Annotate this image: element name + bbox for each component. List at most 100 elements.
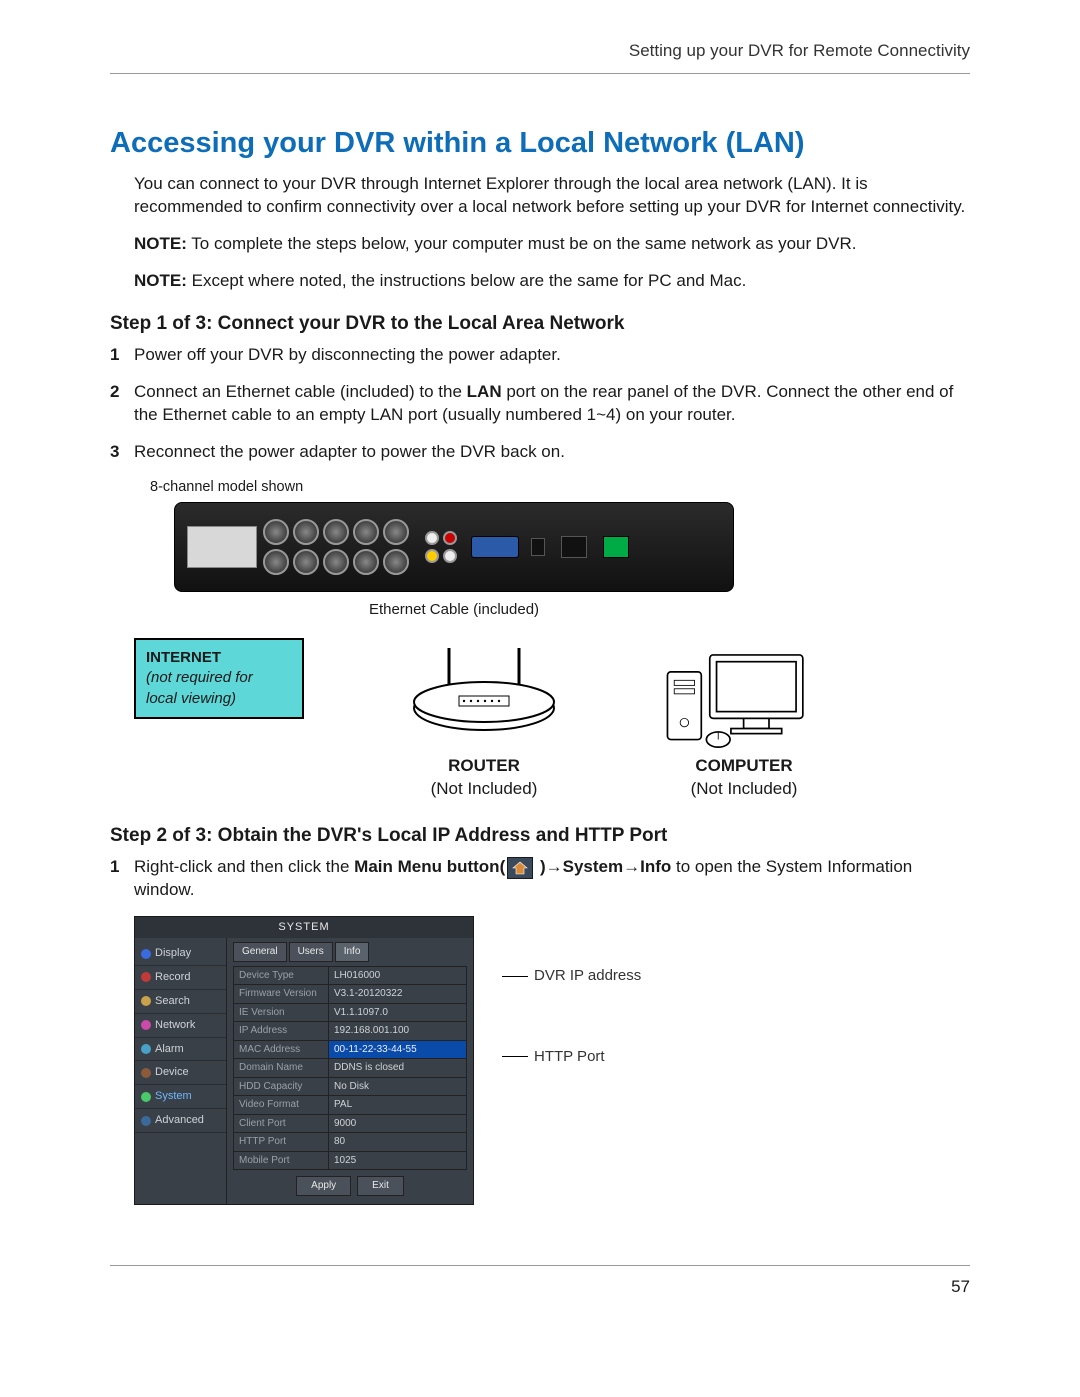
sidebar-item-record[interactable]: Record xyxy=(135,966,226,990)
intro-paragraph: You can connect to your DVR through Inte… xyxy=(134,173,970,219)
row-value: No Disk xyxy=(329,1077,467,1096)
sidebar-dot-icon xyxy=(141,1020,151,1030)
internet-title: INTERNET xyxy=(146,648,292,668)
table-row: Firmware VersionV3.1-20120322 xyxy=(234,985,467,1004)
computer-icon xyxy=(659,638,828,748)
row-key: IE Version xyxy=(234,1003,329,1022)
sidebar-dot-icon xyxy=(141,949,151,959)
sidebar-item-system[interactable]: System xyxy=(135,1085,226,1109)
row-value: DDNS is closed xyxy=(329,1059,467,1078)
row-value: V3.1-20120322 xyxy=(329,985,467,1004)
sidebar-dot-icon xyxy=(141,1044,151,1054)
table-row: Client Port9000 xyxy=(234,1114,467,1133)
note-2: NOTE: Except where noted, the instructio… xyxy=(134,270,970,293)
system-tabs: GeneralUsersInfo xyxy=(233,942,467,962)
sidebar-dot-icon xyxy=(141,1092,151,1102)
sidebar-item-label: Device xyxy=(155,1065,189,1080)
sidebar-item-label: Network xyxy=(155,1018,195,1033)
sidebar-item-label: Display xyxy=(155,946,191,961)
system-main-panel: GeneralUsersInfo Device TypeLH016000Firm… xyxy=(227,938,473,1204)
sidebar-item-label: Record xyxy=(155,970,190,985)
row-key: Client Port xyxy=(234,1114,329,1133)
router-icon xyxy=(404,638,564,748)
sidebar-item-label: Advanced xyxy=(155,1113,204,1128)
dvr-rear-panel xyxy=(174,502,734,592)
home-icon xyxy=(507,857,533,879)
system-window-title: SYSTEM xyxy=(135,917,473,938)
sidebar-item-search[interactable]: Search xyxy=(135,990,226,1014)
row-key: Device Type xyxy=(234,966,329,985)
power-port-icon xyxy=(603,536,629,558)
internet-sub1: (not required for xyxy=(146,668,292,688)
list-num: 3 xyxy=(110,441,134,464)
list-text: Connect an Ethernet cable (included) to … xyxy=(134,381,970,427)
table-row: Mobile Port1025 xyxy=(234,1151,467,1170)
row-value: V1.1.1097.0 xyxy=(329,1003,467,1022)
tab-info[interactable]: Info xyxy=(335,942,370,962)
row-key: HTTP Port xyxy=(234,1133,329,1152)
exit-button[interactable]: Exit xyxy=(357,1176,404,1196)
page-header: Setting up your DVR for Remote Connectiv… xyxy=(110,40,970,74)
computer-column: COMPUTER (Not Included) xyxy=(644,638,844,801)
system-window: SYSTEM Display Record Search Network Alarm De… xyxy=(134,916,474,1204)
row-value: 80 xyxy=(329,1133,467,1152)
usb-port-icon xyxy=(531,538,545,556)
system-info-table: Device TypeLH016000Firmware VersionV3.1-… xyxy=(233,966,467,1171)
row-key: Mobile Port xyxy=(234,1151,329,1170)
row-key: Firmware Version xyxy=(234,985,329,1004)
step1-title: Step 1 of 3: Connect your DVR to the Loc… xyxy=(110,311,970,337)
row-key: Domain Name xyxy=(234,1059,329,1078)
table-row: Domain NameDDNS is closed xyxy=(234,1059,467,1078)
step1-list: 1 Power off your DVR by disconnecting th… xyxy=(110,344,970,464)
row-key: MAC Address xyxy=(234,1040,329,1059)
sidebar-dot-icon xyxy=(141,1116,151,1126)
sidebar-item-label: System xyxy=(155,1089,192,1104)
system-info-screenshot: SYSTEM Display Record Search Network Alarm De… xyxy=(134,916,970,1204)
tab-users[interactable]: Users xyxy=(289,942,333,962)
callout-http: HTTP Port xyxy=(502,1047,641,1067)
list-num: 2 xyxy=(110,381,134,427)
sidebar-item-advanced[interactable]: Advanced xyxy=(135,1109,226,1133)
list-num: 1 xyxy=(110,856,134,902)
table-row: HTTP Port80 xyxy=(234,1133,467,1152)
router-label: ROUTER xyxy=(384,755,584,778)
sidebar-item-label: Search xyxy=(155,994,190,1009)
breadcrumb: Setting up your DVR for Remote Connectiv… xyxy=(629,41,970,60)
vga-port-icon xyxy=(471,536,519,558)
tab-general[interactable]: General xyxy=(233,942,287,962)
lan-port-icon xyxy=(561,536,587,558)
row-key: IP Address xyxy=(234,1022,329,1041)
list-item: 1 Power off your DVR by disconnecting th… xyxy=(110,344,970,367)
note-1: NOTE: To complete the steps below, your … xyxy=(134,233,970,256)
list-text: Right-click and then click the Main Menu… xyxy=(134,856,970,902)
step2-list: 1 Right-click and then click the Main Me… xyxy=(110,856,970,902)
row-key: Video Format xyxy=(234,1096,329,1115)
list-text: Reconnect the power adapter to power the… xyxy=(134,441,970,464)
callout-ip: DVR IP address xyxy=(502,966,641,986)
screenshot-callouts: DVR IP address HTTP Port xyxy=(474,916,641,1067)
bnc-connectors xyxy=(263,519,409,575)
table-row: Video FormatPAL xyxy=(234,1096,467,1115)
apply-button[interactable]: Apply xyxy=(296,1176,351,1196)
sidebar-dot-icon xyxy=(141,1068,151,1078)
page-footer: 57 xyxy=(110,1265,970,1299)
row-key: HDD Capacity xyxy=(234,1077,329,1096)
sidebar-item-device[interactable]: Device xyxy=(135,1061,226,1085)
ethernet-cable-label: Ethernet Cable (included) xyxy=(174,600,734,620)
list-item: 1 Right-click and then click the Main Me… xyxy=(110,856,970,902)
note-2-text: Except where noted, the instructions bel… xyxy=(187,271,746,290)
note-2-prefix: NOTE: xyxy=(134,271,187,290)
sidebar-item-display[interactable]: Display xyxy=(135,942,226,966)
row-value: 192.168.001.100 xyxy=(329,1022,467,1041)
dvr-warning-label xyxy=(187,526,257,568)
sidebar-item-alarm[interactable]: Alarm xyxy=(135,1038,226,1062)
row-value: 00-11-22-33-44-55 xyxy=(329,1040,467,1059)
table-row: HDD CapacityNo Disk xyxy=(234,1077,467,1096)
list-item: 3 Reconnect the power adapter to power t… xyxy=(110,441,970,464)
figure-caption: 8-channel model shown xyxy=(150,478,970,498)
sidebar-item-network[interactable]: Network xyxy=(135,1014,226,1038)
internet-box: INTERNET (not required for local viewing… xyxy=(134,638,304,719)
row-value: 9000 xyxy=(329,1114,467,1133)
note-1-text: To complete the steps below, your comput… xyxy=(187,234,857,253)
row-value: PAL xyxy=(329,1096,467,1115)
